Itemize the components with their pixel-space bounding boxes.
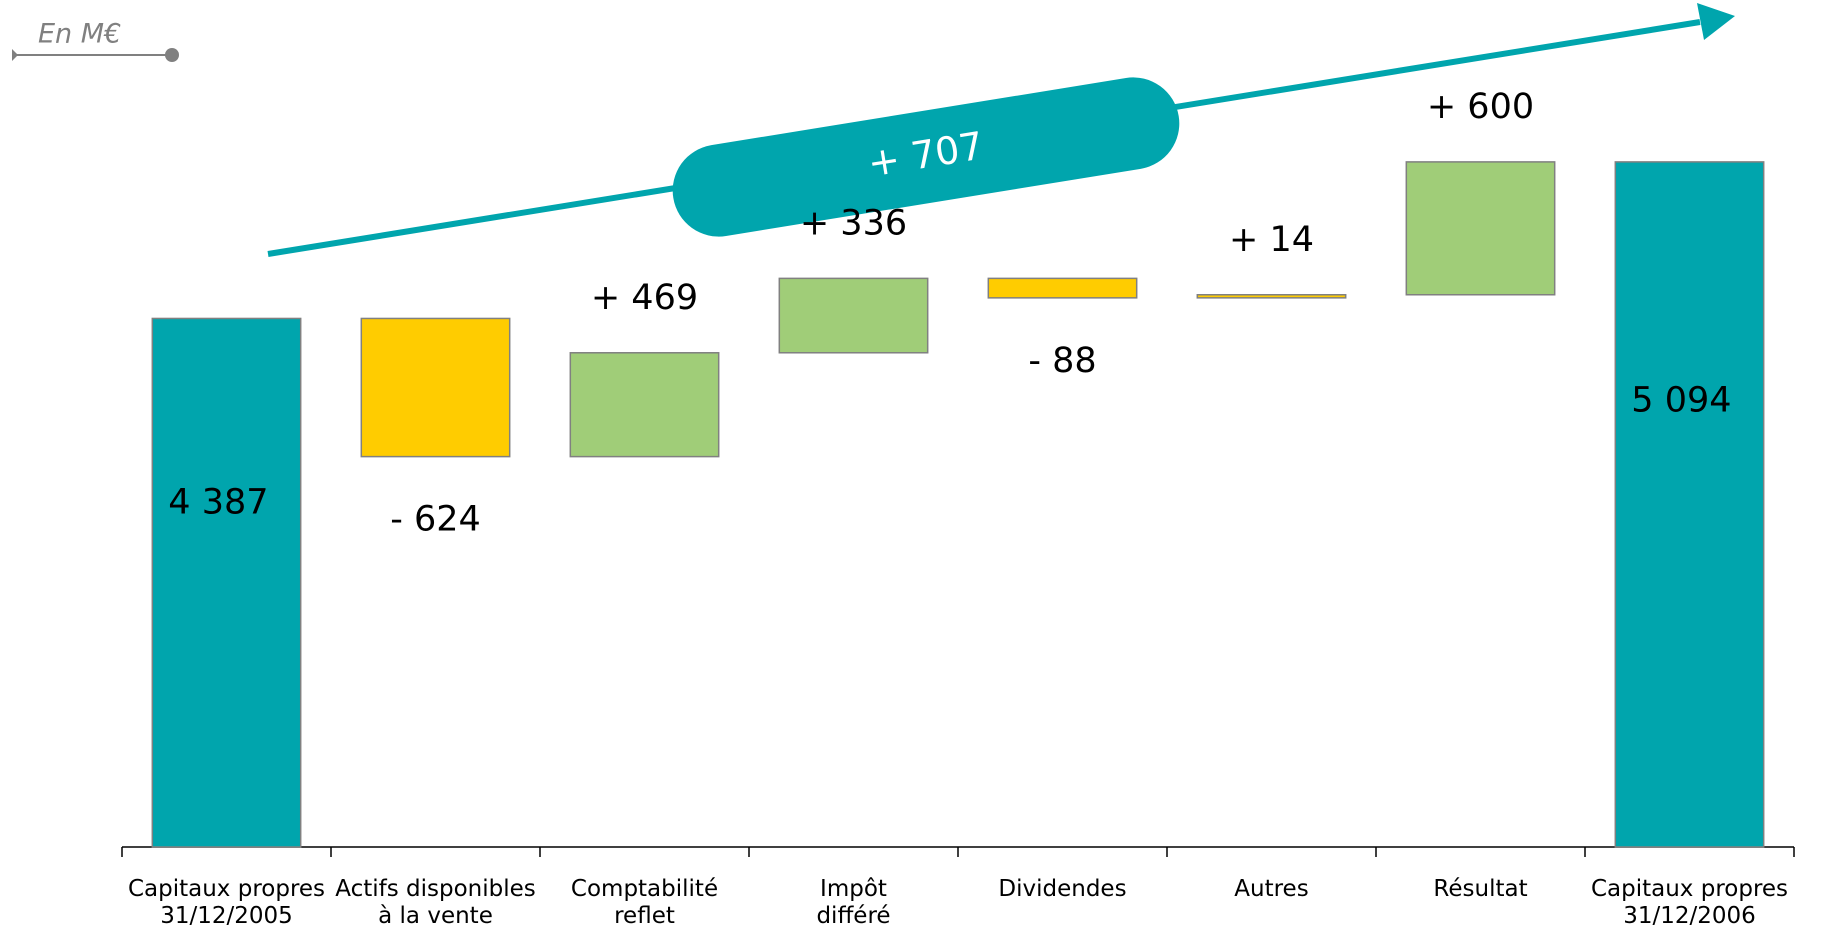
x-tick-label: Impôt différé (816, 876, 891, 929)
x-tick-label: Résultat (1433, 876, 1528, 902)
total-change-badge: + 707 (672, 77, 1180, 237)
value-label: 4 387 (168, 482, 268, 522)
x-tick-label: Actifs disponibles à la vente (335, 876, 536, 929)
x-tick-label: Comptabilité reflet (570, 876, 719, 929)
bar (987, 277, 1138, 299)
trend-arrow-head (1697, 3, 1735, 40)
bar (778, 277, 929, 354)
x-tick-label: Autres (1234, 876, 1309, 902)
bar (360, 317, 511, 458)
x-tick-label: Capitaux propres 31/12/2006 (1590, 876, 1789, 929)
value-label: 5 094 (1631, 381, 1731, 421)
unit-cap (12, 49, 18, 61)
value-label: + 469 (591, 278, 698, 318)
bar (1405, 161, 1556, 296)
bar (1196, 294, 1347, 299)
value-label: + 600 (1427, 87, 1534, 127)
x-tick-label: Capitaux propres 31/12/2005 (127, 876, 326, 929)
value-label: + 14 (1229, 220, 1314, 260)
unit-dot (165, 48, 179, 62)
bar (151, 317, 302, 848)
bar (1614, 161, 1765, 848)
x-tick-label: Dividendes (998, 876, 1127, 902)
value-label: - 624 (390, 500, 481, 540)
unit-note: En M€ (38, 19, 121, 50)
bar (569, 352, 720, 458)
value-label: + 336 (800, 203, 907, 243)
badge-shape (672, 77, 1180, 237)
value-label: - 88 (1028, 341, 1096, 381)
